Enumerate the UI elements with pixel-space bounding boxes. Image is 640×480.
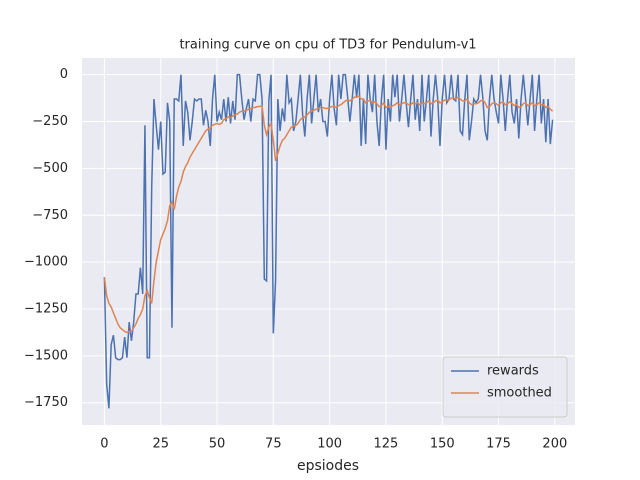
line-series (103, 95, 554, 334)
y-tick-label: −1750 (24, 395, 68, 410)
x-tick-label: 200 (542, 437, 567, 452)
x-tick-label: 25 (152, 437, 169, 452)
x-tick-label: 0 (100, 437, 108, 452)
x-axis-label: epsiodes (297, 458, 359, 474)
lines (103, 73, 554, 409)
legend-box (442, 356, 568, 418)
legend-label: rewards (487, 364, 539, 379)
y-tick-label: −1500 (24, 348, 68, 363)
x-tick-label: 50 (209, 437, 226, 452)
y-tick-label: −750 (32, 208, 68, 223)
y-tick-label: −250 (32, 114, 68, 129)
y-tick-label: −500 (32, 161, 68, 176)
chart-title: training curve on cpu of TD3 for Pendulu… (179, 38, 476, 53)
legend-label: smoothed (487, 386, 552, 401)
legend: rewards smoothed (442, 356, 568, 418)
line-series (103, 73, 554, 409)
labels: 0 −250 −500 −750 −1000 −1250 −1500 −1750 0 25 50 75… (24, 67, 567, 451)
x-tick-label: 75 (265, 437, 282, 452)
x-tick-label: 125 (374, 437, 399, 452)
x-tick-label: 150 (430, 437, 455, 452)
y-tick-label: −1000 (24, 255, 68, 270)
y-tick-label: 0 (60, 67, 68, 82)
y-tick-label: −1250 (24, 301, 68, 316)
x-tick-label: 100 (317, 437, 342, 452)
x-tick-label: 175 (486, 437, 511, 452)
